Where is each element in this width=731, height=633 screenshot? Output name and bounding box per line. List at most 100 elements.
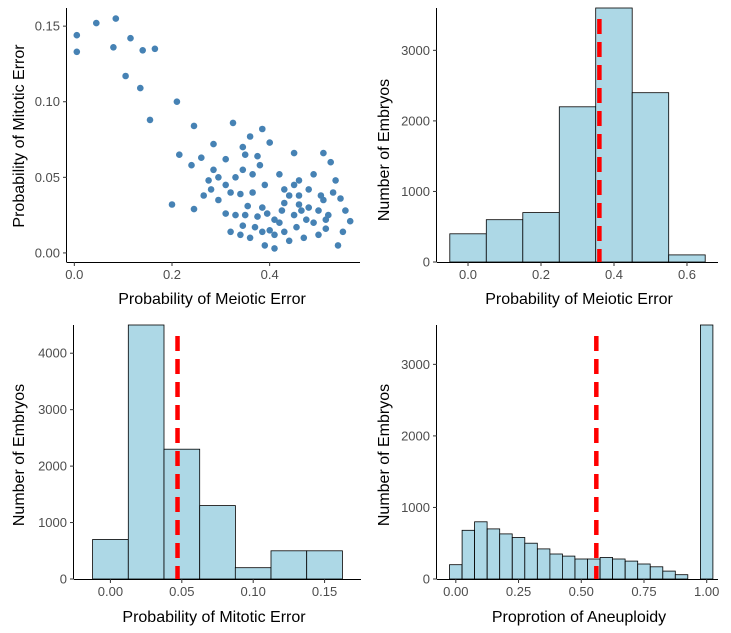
scatter-point [342, 207, 349, 214]
scatter-point [239, 143, 247, 151]
y-tick-label: 3000 [38, 402, 67, 417]
x-tick-label: 0.0 [65, 267, 83, 282]
scatter-point [271, 231, 278, 239]
scatter-point [146, 116, 154, 124]
scatter-point [329, 189, 337, 196]
y-axis-title: Probability of Mitotic Error [11, 44, 28, 228]
scatter-point [259, 228, 266, 236]
scatter-point [241, 211, 249, 219]
scatter-point [190, 122, 198, 130]
histogram-bar [662, 570, 676, 580]
scatter-point [73, 31, 81, 39]
scatter-point [327, 158, 335, 166]
histogram-bars [92, 324, 343, 580]
scatter-point [215, 196, 222, 204]
scatter-point [261, 242, 269, 249]
scatter-point [137, 84, 144, 92]
x-tick-label: 0.10 [241, 584, 266, 599]
histogram-panel-meiotic: 0.0 0.2 0.4 0.6 0 1000 2000 3000 Probability o… [376, 7, 718, 308]
x-axis-title: Probability of Mitotic Error [122, 609, 306, 626]
scatter-point [246, 133, 254, 140]
histogram-bar [163, 448, 201, 580]
scatter-point [295, 177, 303, 184]
histogram-bar [127, 324, 165, 580]
y-axis-ticks: 0 1000 2000 3000 4000 [38, 346, 74, 587]
histogram-bar [449, 564, 463, 580]
scatter-point [168, 201, 176, 208]
scatter-point [266, 227, 274, 234]
scatter-point [207, 186, 215, 193]
x-tick-label: 0.15 [312, 584, 337, 599]
histogram-bar [674, 574, 689, 580]
scatter-point [246, 234, 254, 242]
scatter-points [73, 15, 354, 252]
scatter-point [266, 139, 274, 146]
y-tick-label: 3000 [401, 43, 430, 58]
histogram-bar [524, 542, 538, 580]
y-tick-label: 0 [60, 572, 67, 587]
scatter-point [259, 204, 266, 211]
scatter-panel-meiotic-vs-mitotic: 0.0 0.2 0.4 0.00 0.05 0.10 0.15 Probability o… [11, 8, 360, 308]
x-tick-label: 0.25 [506, 584, 531, 599]
y-tick-label: 0.10 [35, 94, 60, 109]
scatter-point [281, 186, 288, 193]
x-tick-label: 0.6 [678, 267, 696, 282]
histogram-bar [700, 324, 714, 580]
histogram-bar [461, 529, 476, 580]
scatter-point [303, 216, 310, 223]
scatter-point [139, 47, 146, 54]
scatter-point [239, 166, 247, 174]
scatter-point [244, 202, 251, 210]
y-tick-label: 2000 [401, 428, 430, 443]
histogram-bar [485, 219, 524, 263]
x-tick-label: 0.2 [532, 267, 550, 282]
scatter-point [346, 217, 354, 225]
scatter-point [290, 149, 298, 157]
scatter-point [249, 171, 256, 178]
scatter-point [290, 211, 298, 219]
scatter-point [73, 48, 81, 56]
histogram-bar [234, 567, 272, 580]
scatter-point [276, 219, 283, 226]
y-axis-title: Number of Embryos [376, 79, 393, 221]
scatter-point [110, 44, 117, 51]
x-tick-label: 0.0 [459, 267, 477, 282]
x-tick-label: 0.00 [98, 584, 123, 599]
x-tick-label: 0.75 [631, 584, 656, 599]
x-axis-title: Probability of Meiotic Error [118, 291, 306, 308]
scatter-point [320, 149, 327, 157]
scatter-point [222, 210, 229, 217]
scatter-point [254, 213, 261, 220]
x-axis-ticks: 0.00 0.25 0.50 0.75 1.00 [443, 579, 719, 599]
y-tick-label: 3000 [401, 357, 430, 372]
histogram-bar [92, 539, 129, 580]
scatter-point [232, 174, 239, 181]
scatter-point [305, 186, 313, 193]
scatter-point [298, 207, 305, 214]
scatter-point [241, 151, 249, 158]
scatter-point [334, 242, 342, 249]
scatter-point [232, 211, 239, 219]
scatter-point [281, 228, 288, 236]
scatter-point [322, 225, 330, 232]
scatter-point [295, 192, 303, 199]
scatter-point [254, 152, 261, 160]
scatter-point [300, 234, 308, 242]
histogram-bar [511, 537, 526, 580]
x-tick-label: 0.2 [163, 267, 181, 282]
histogram-bars [449, 7, 706, 263]
scatter-point [259, 125, 266, 133]
scatter-point [337, 195, 344, 202]
scatter-point [239, 222, 247, 229]
scatter-point [263, 210, 271, 217]
scatter-point [188, 161, 195, 169]
histogram-bar [486, 528, 501, 580]
y-axis-title: Number of Embryos [376, 384, 393, 526]
scatter-point [198, 154, 205, 161]
histogram-bar [306, 550, 343, 580]
scatter-point [271, 216, 278, 223]
scatter-point [151, 45, 159, 53]
scatter-point [112, 15, 120, 22]
histogram-bar [599, 557, 613, 580]
